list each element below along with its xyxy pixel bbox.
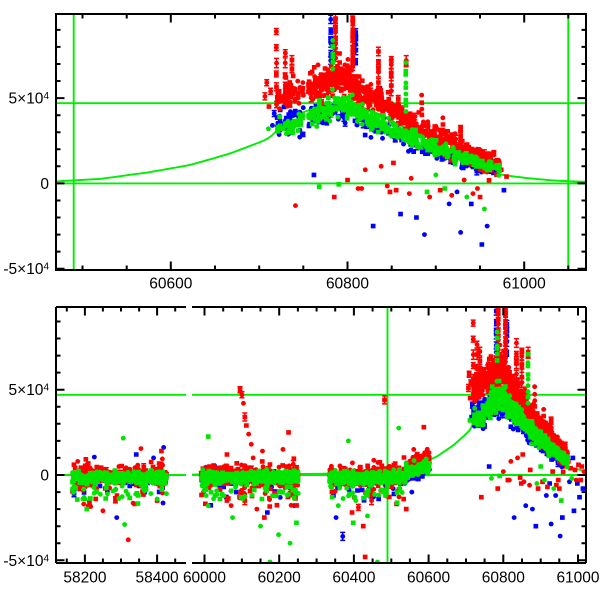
svg-text:5×104: 5×104 — [9, 382, 50, 399]
svg-text:58200: 58200 — [63, 570, 106, 587]
svg-text:-5×104: -5×104 — [3, 553, 49, 570]
svg-text:58400: 58400 — [136, 570, 179, 587]
svg-text:0: 0 — [40, 176, 49, 193]
svg-text:5×104: 5×104 — [9, 91, 50, 108]
svg-text:60800: 60800 — [482, 570, 525, 587]
svg-text:60000: 60000 — [183, 570, 226, 587]
svg-text:61000: 61000 — [556, 570, 599, 587]
svg-text:60400: 60400 — [332, 570, 375, 587]
svg-text:0: 0 — [40, 468, 49, 485]
svg-text:60600: 60600 — [407, 570, 450, 587]
svg-text:60600: 60600 — [149, 276, 192, 293]
svg-text:-5×104: -5×104 — [3, 261, 49, 278]
svg-text:61000: 61000 — [503, 276, 546, 293]
svg-text:60200: 60200 — [258, 570, 301, 587]
svg-text:60800: 60800 — [326, 276, 369, 293]
